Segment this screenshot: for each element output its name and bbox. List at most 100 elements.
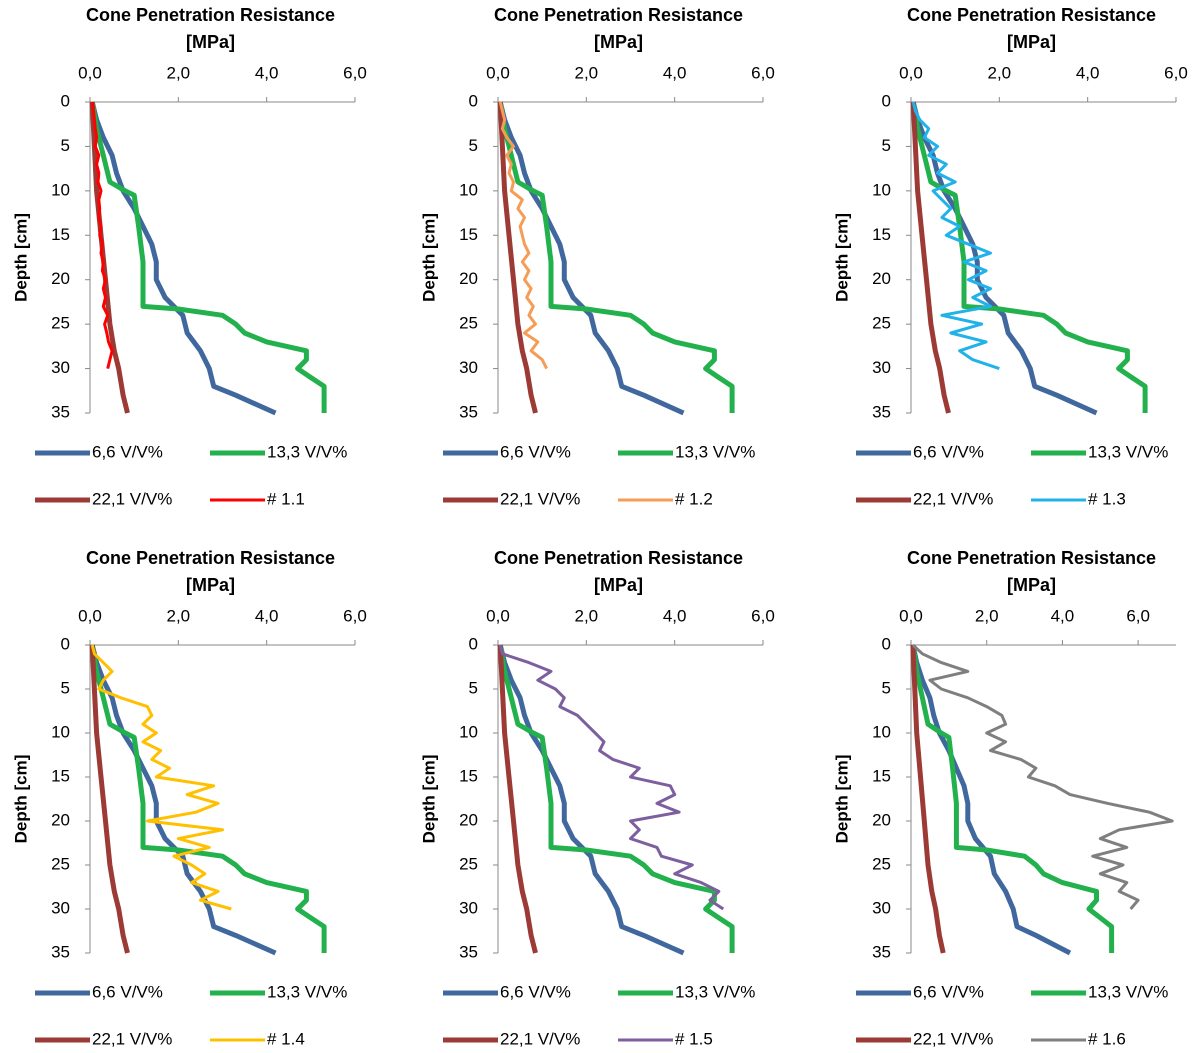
x-tick-label: 4,0 — [1051, 606, 1075, 625]
data-line — [497, 644, 685, 956]
y-tick-label: 20 — [872, 269, 891, 288]
legend-label: # 1.4 — [267, 1029, 305, 1048]
x-tick-label: 0,0 — [486, 63, 510, 82]
legend-label: 22,1 V/V% — [92, 489, 172, 508]
legend-label: 13,3 V/V% — [1088, 982, 1168, 1001]
y-tick-label: 20 — [51, 269, 70, 288]
y-tick-label: 5 — [882, 136, 891, 155]
y-axis-label: Depth [cm] — [832, 213, 851, 302]
y-tick-label: 35 — [872, 942, 891, 961]
y-tick-label: 15 — [872, 766, 891, 785]
data-line — [911, 101, 1000, 371]
y-tick-label: 25 — [872, 314, 891, 333]
y-tick-label: 0 — [469, 91, 478, 110]
y-tick-label: 20 — [872, 810, 891, 829]
data-line — [910, 644, 1072, 956]
x-tick-label: 0,0 — [899, 606, 923, 625]
y-tick-label: 20 — [51, 810, 70, 829]
legend-label: # 1.5 — [675, 1029, 713, 1048]
x-tick-label: 6,0 — [1164, 63, 1188, 82]
legend-label: # 1.3 — [1088, 489, 1126, 508]
y-tick-label: 15 — [51, 766, 70, 785]
y-axis-label: Depth [cm] — [419, 755, 438, 844]
x-tick-label: 4,0 — [255, 63, 279, 82]
y-axis-label: Depth [cm] — [11, 755, 30, 844]
data-line — [497, 101, 685, 416]
x-tick-label: 2,0 — [167, 606, 191, 625]
data-line — [497, 101, 735, 413]
y-tick-label: 5 — [882, 678, 891, 697]
legend-label: # 1.1 — [267, 489, 305, 508]
x-tick-label: 4,0 — [663, 606, 687, 625]
y-tick-label: 20 — [459, 810, 478, 829]
x-tick-label: 0,0 — [78, 63, 102, 82]
data-line — [498, 644, 725, 911]
y-tick-label: 5 — [61, 678, 70, 697]
x-tick-label: 4,0 — [1076, 63, 1100, 82]
y-tick-label: 0 — [882, 91, 891, 110]
data-line — [910, 644, 946, 954]
y-tick-label: 35 — [459, 402, 478, 421]
y-tick-label: 5 — [469, 136, 478, 155]
x-tick-label: 6,0 — [1126, 606, 1150, 625]
legend-label: 6,6 V/V% — [92, 982, 163, 1001]
legend-label: 6,6 V/V% — [500, 442, 571, 461]
chart-title: Cone Penetration Resistance [MPa] — [906, 5, 1157, 52]
legend-label: 6,6 V/V% — [92, 442, 163, 461]
data-line — [910, 101, 1148, 413]
y-tick-label: 25 — [459, 854, 478, 873]
y-tick-label: 15 — [51, 225, 70, 244]
y-tick-label: 25 — [872, 854, 891, 873]
legend-label: 13,3 V/V% — [675, 982, 755, 1001]
data-line — [910, 101, 951, 414]
legend-label: 22,1 V/V% — [913, 1029, 993, 1048]
legend-label: 22,1 V/V% — [500, 1029, 580, 1048]
x-tick-label: 2,0 — [167, 63, 191, 82]
x-tick-label: 6,0 — [343, 63, 367, 82]
y-tick-label: 35 — [51, 942, 70, 961]
y-tick-label: 30 — [51, 358, 70, 377]
y-tick-label: 25 — [51, 314, 70, 333]
data-line — [90, 644, 232, 911]
data-line — [497, 644, 735, 953]
y-tick-label: 30 — [872, 358, 891, 377]
legend-label: 22,1 V/V% — [92, 1029, 172, 1048]
y-tick-label: 15 — [459, 766, 478, 785]
y-axis-label: Depth [cm] — [419, 213, 438, 302]
data-line — [89, 101, 277, 416]
y-tick-label: 30 — [459, 358, 478, 377]
data-line — [497, 101, 538, 414]
legend-label: 6,6 V/V% — [500, 982, 571, 1001]
y-tick-label: 0 — [469, 634, 478, 653]
y-tick-label: 10 — [459, 722, 478, 741]
x-tick-label: 6,0 — [751, 63, 775, 82]
data-line — [497, 644, 538, 954]
y-tick-label: 35 — [459, 942, 478, 961]
legend-label: 13,3 V/V% — [675, 442, 755, 461]
x-tick-label: 4,0 — [255, 606, 279, 625]
y-tick-label: 10 — [459, 180, 478, 199]
chart-title: Cone Penetration Resistance [MPa] — [85, 548, 336, 595]
y-tick-label: 0 — [882, 634, 891, 653]
y-tick-label: 35 — [872, 402, 891, 421]
y-tick-label: 25 — [459, 314, 478, 333]
legend-label: # 1.6 — [1088, 1029, 1126, 1048]
y-tick-label: 0 — [61, 634, 70, 653]
y-axis-label: Depth [cm] — [832, 755, 851, 844]
y-tick-label: 10 — [872, 722, 891, 741]
legend-label: 22,1 V/V% — [913, 489, 993, 508]
chart-title: Cone Penetration Resistance [MPa] — [493, 548, 744, 595]
x-tick-label: 6,0 — [343, 606, 367, 625]
y-axis-label: Depth [cm] — [11, 213, 30, 302]
data-line — [498, 101, 548, 370]
x-tick-label: 2,0 — [575, 606, 599, 625]
data-line — [89, 101, 130, 414]
y-tick-label: 10 — [51, 180, 70, 199]
legend-label: 22,1 V/V% — [500, 489, 580, 508]
data-line — [90, 101, 114, 369]
legend-label: 6,6 V/V% — [913, 982, 984, 1001]
y-tick-label: 35 — [51, 402, 70, 421]
x-tick-label: 4,0 — [663, 63, 687, 82]
data-line — [89, 644, 130, 954]
